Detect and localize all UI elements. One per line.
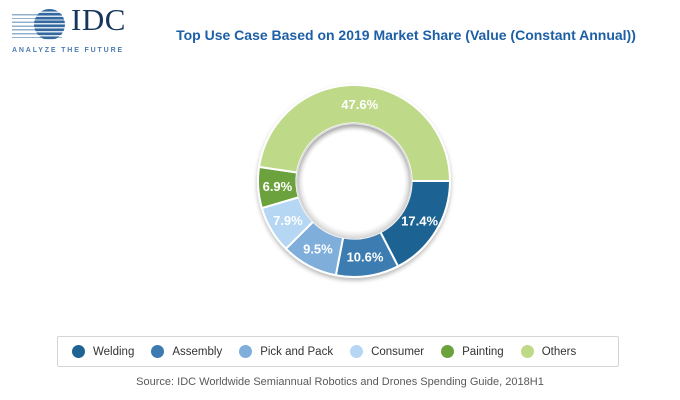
logo-text: IDC xyxy=(71,2,126,37)
globe-icon xyxy=(34,9,65,40)
legend-item-others: Others xyxy=(520,345,577,358)
legend-label: Painting xyxy=(462,345,504,358)
legend-label: Others xyxy=(541,345,577,358)
legend-swatch-others xyxy=(520,345,534,358)
legend-item-consumer: Consumer xyxy=(350,345,424,358)
segment-label-pick-and-pack: 9.5% xyxy=(303,241,333,256)
segment-label-consumer: 7.9% xyxy=(273,213,303,228)
legend: Welding Assembly Pick and Pack Consumer Pain… xyxy=(57,336,619,367)
legend-item-painting: Painting xyxy=(441,345,504,358)
donut-chart: 17.4% 10.6% 9.5%7.9% 6.9% 47.6% xyxy=(257,84,451,278)
segment-label-welding: 17.4% xyxy=(401,214,438,229)
donut-hole xyxy=(296,123,412,239)
legend-swatch-painting xyxy=(441,345,455,358)
legend-item-pick-and-pack: Pick and Pack xyxy=(239,345,333,358)
legend-label: Pick and Pack xyxy=(260,345,334,358)
donut-labels: 17.4% 10.6% 9.5%7.9% 6.9% 47.6% xyxy=(263,97,439,265)
legend-swatch-consumer xyxy=(350,345,364,358)
legend-swatch-pick-and-pack xyxy=(239,345,253,358)
idc-logo-mark: IDC xyxy=(12,2,125,43)
idc-logo: IDC ANALYZE THE FUTURE xyxy=(12,2,125,54)
source-note: Source: IDC Worldwide Semiannual Robotic… xyxy=(136,376,544,388)
legend-item-assembly: Assembly xyxy=(151,345,222,358)
legend-swatch-welding xyxy=(72,345,85,358)
legend-label: Consumer xyxy=(371,345,425,358)
donut-segments xyxy=(257,84,451,278)
segment-label-assembly: 10.6% xyxy=(347,250,384,265)
legend-label: Assembly xyxy=(172,345,223,358)
segment-label-others: 47.6% xyxy=(341,97,378,112)
legend-label: Welding xyxy=(93,345,135,358)
chart-title: Top Use Case Based on 2019 Market Share … xyxy=(176,27,636,44)
legend-swatch-assembly xyxy=(151,345,165,358)
logo-tagline: ANALYZE THE FUTURE xyxy=(12,47,124,54)
legend-item-welding: Welding xyxy=(72,345,134,358)
segment-label-painting: 6.9% xyxy=(263,179,293,194)
